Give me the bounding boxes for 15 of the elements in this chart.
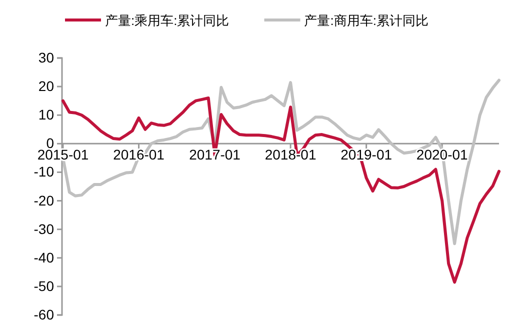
y-tick-label: -10 [34, 164, 54, 180]
y-tick-label: 20 [38, 78, 54, 94]
x-tick-label: 2018-01 [264, 146, 316, 162]
x-tick-label: 2020-01 [416, 146, 468, 162]
y-tick-label: -20 [34, 192, 54, 208]
x-tick-label: 2016-01 [113, 146, 165, 162]
y-tick-label: 10 [38, 106, 54, 123]
y-tick-label: 30 [38, 49, 54, 66]
y-tick-label: -60 [34, 306, 54, 322]
y-tick-label: -40 [34, 249, 54, 266]
legend-label: 产量:商用车:累计同比 [304, 13, 428, 28]
legend-label: 产量:乘用车:累计同比 [105, 13, 230, 28]
x-tick-label: 2017-01 [189, 146, 241, 162]
y-tick-label: -50 [34, 278, 54, 294]
y-tick-label: -30 [34, 220, 54, 237]
